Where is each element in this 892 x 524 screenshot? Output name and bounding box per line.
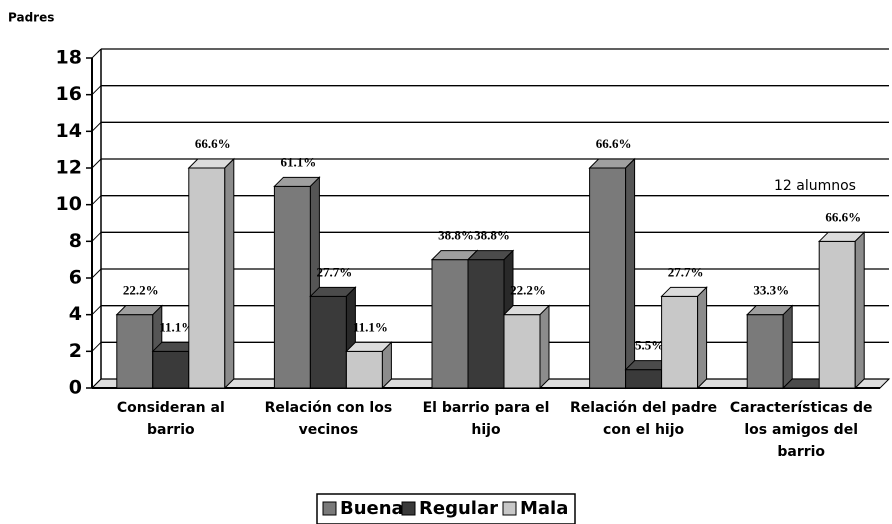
bar xyxy=(188,167,226,389)
legend-swatch xyxy=(401,501,416,516)
grid-line-side xyxy=(91,341,102,352)
y-tick-label: 8 xyxy=(69,230,82,252)
y-tick-label: 0 xyxy=(69,377,82,399)
percent-label: 22.2% xyxy=(510,283,546,298)
bar xyxy=(431,259,469,389)
grid-line-side xyxy=(91,85,102,96)
percent-label: 66.6% xyxy=(596,136,632,151)
y-tick-label: 4 xyxy=(69,303,82,325)
bar-group xyxy=(588,157,636,390)
grid-line-side xyxy=(91,231,102,242)
bar-group xyxy=(273,176,321,390)
bar-side xyxy=(224,157,235,390)
bar xyxy=(345,350,383,389)
x-tick-label: Consideran al barrio xyxy=(117,400,225,438)
bar-group xyxy=(345,341,393,390)
percent-label: 66.6% xyxy=(825,209,861,224)
bar-side xyxy=(782,304,793,390)
y-axis-label: Padres xyxy=(8,11,54,25)
bar-side xyxy=(381,341,392,390)
percent-label: 27.7% xyxy=(668,264,704,279)
bar xyxy=(625,369,663,389)
bar xyxy=(746,314,784,389)
legend-swatch xyxy=(502,501,517,516)
percent-label: 38.8% xyxy=(438,228,474,243)
grid-line-side xyxy=(91,378,102,389)
bar-side xyxy=(625,157,636,390)
percent-label: 66.6% xyxy=(195,136,231,151)
bar xyxy=(116,314,154,389)
percent-label: 61.1% xyxy=(281,154,317,169)
bar xyxy=(503,314,541,389)
legend-label: Mala xyxy=(520,498,568,519)
grid-line-side xyxy=(91,305,102,316)
x-tick-label: El barrio para el hijo xyxy=(423,400,550,438)
percent-label: 11.1% xyxy=(353,319,388,334)
bar-side xyxy=(697,286,708,390)
y-tick-label: 16 xyxy=(56,83,82,105)
y-tick-label: 10 xyxy=(56,193,82,215)
bar-group xyxy=(502,304,551,390)
x-tick-label: Características de los amigos del barrio xyxy=(730,400,873,460)
legend-label: Regular xyxy=(419,498,498,519)
percent-label: 27.7% xyxy=(317,264,353,279)
y-tick-label: 14 xyxy=(56,120,82,142)
percent-label: 33.3% xyxy=(753,283,789,298)
bar xyxy=(818,240,856,389)
grid-line-side xyxy=(91,268,102,279)
bar xyxy=(152,350,190,389)
y-tick-label: 18 xyxy=(56,47,82,69)
legend: Buena Regular Mala xyxy=(316,493,576,524)
bar-group xyxy=(660,286,708,390)
x-tick-label: Relación del padre con el hijo xyxy=(570,400,717,438)
annotation: 12 alumnos xyxy=(774,178,856,194)
bar-group xyxy=(745,304,794,390)
percent-label: 22.2% xyxy=(123,283,159,298)
grid-line-side xyxy=(91,121,102,132)
bar xyxy=(273,185,311,389)
x-tick-label: Relación con los vecinos xyxy=(265,400,393,438)
y-tick-label: 6 xyxy=(69,267,82,289)
legend-label: Buena xyxy=(340,498,404,519)
bar-side xyxy=(539,304,550,390)
percent-label: 11.1% xyxy=(159,319,194,334)
bar xyxy=(589,167,627,389)
bar xyxy=(661,295,699,389)
legend-swatch xyxy=(322,501,337,516)
legend-box xyxy=(316,493,576,524)
bar xyxy=(467,259,505,389)
bar-group xyxy=(187,157,236,390)
grid-line-side xyxy=(91,158,102,169)
grid-line-side xyxy=(91,195,102,206)
y-tick-label: 2 xyxy=(69,340,82,362)
y-tick-label: 12 xyxy=(56,157,82,179)
bar xyxy=(309,295,347,389)
bar-group xyxy=(817,231,866,390)
percent-label: 38.8% xyxy=(474,228,510,243)
percent-label: 5.5% xyxy=(635,338,664,353)
grid-line-side xyxy=(91,48,102,59)
bar-side xyxy=(854,231,865,390)
